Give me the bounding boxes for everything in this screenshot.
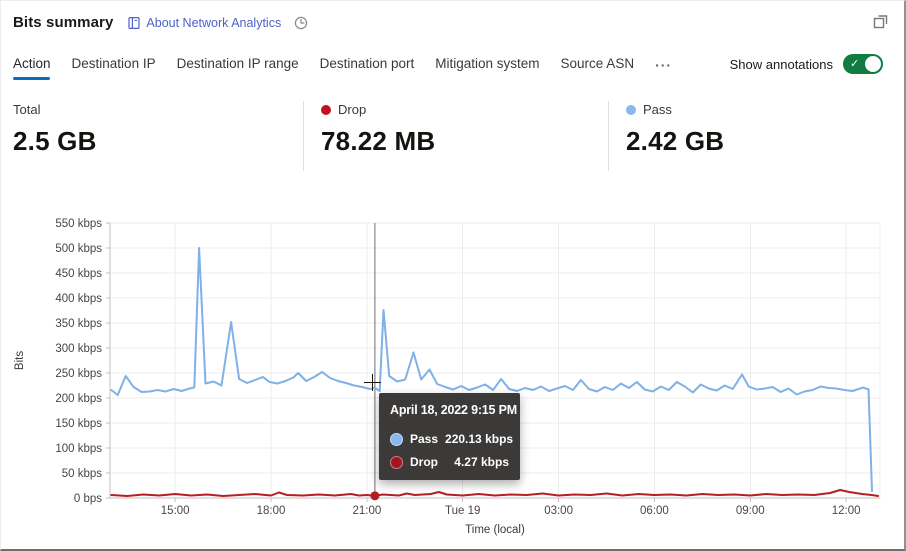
card-drop-label-row: Drop <box>321 102 435 117</box>
toggle-knob <box>865 56 881 72</box>
show-annotations-label: Show annotations <box>729 56 833 72</box>
y-tick-label: 200 kbps <box>55 393 102 405</box>
show-annotations-toggle[interactable]: ✓ <box>843 54 883 74</box>
card-pass: Pass 2.42 GB <box>626 102 724 157</box>
x-tick-label: Tue 19 <box>445 505 480 517</box>
card-pass-value: 2.42 GB <box>626 126 725 156</box>
tooltip-row-pass: Pass 220.13 kbps <box>390 432 513 446</box>
book-icon <box>128 16 141 29</box>
tooltip-pass-value: 220.13 kbps <box>445 432 514 446</box>
card-pass-label-row: Pass <box>626 102 724 117</box>
tab-action[interactable]: Action <box>13 56 51 81</box>
drop-highlight-marker <box>370 491 380 501</box>
restore-icon <box>873 15 888 29</box>
y-axis-title: Bits <box>14 351 26 370</box>
tooltip-pass-label: Pass <box>410 432 439 446</box>
x-tick-label: 03:00 <box>544 505 573 517</box>
tab-destination-ip-range[interactable]: Destination IP range <box>176 56 299 71</box>
y-tick-label: 500 kbps <box>55 243 102 255</box>
tooltip-drop-value: 4.27 kbps <box>454 455 509 469</box>
y-tick-label: 450 kbps <box>55 268 102 280</box>
pass-series-dot <box>390 432 403 446</box>
x-tick-label: 15:00 <box>161 505 190 517</box>
x-axis-title: Time (local) <box>465 524 525 536</box>
clock-icon <box>295 16 308 29</box>
y-tick-label: 250 kbps <box>55 368 102 380</box>
about-network-analytics-link[interactable]: About Network Analytics <box>127 16 281 30</box>
time-range-button[interactable] <box>293 15 309 31</box>
chart-tooltip: April 18, 2022 9:15 PM Pass 220.13 kbps … <box>379 393 520 480</box>
tab-destination-port[interactable]: Destination port <box>319 56 415 71</box>
card-drop-value: 78.22 MB <box>321 126 436 156</box>
card-pass-label: Pass <box>643 102 672 117</box>
card-total-label-row: Total <box>13 102 97 117</box>
series-line-drop <box>110 489 880 497</box>
y-tick-label: 550 kbps <box>55 218 102 230</box>
drop-legend-dot <box>321 104 331 115</box>
series-line-pass <box>110 247 873 492</box>
tooltip-row-drop: Drop 4.27 kbps <box>390 455 509 469</box>
y-tick-label: 350 kbps <box>55 318 102 330</box>
drop-series-dot <box>390 455 403 469</box>
card-total-value: 2.5 GB <box>13 126 97 156</box>
y-tick-label: 0 bps <box>74 493 102 505</box>
pivot-tabs: Action Destination IP Destination IP ran… <box>13 56 672 81</box>
y-tick-label: 300 kbps <box>55 343 102 355</box>
x-tick-label: 12:00 <box>832 505 861 517</box>
about-link-label: About Network Analytics <box>146 15 282 30</box>
y-tick-label: 50 kbps <box>62 468 103 480</box>
tab-destination-ip[interactable]: Destination IP <box>71 56 156 71</box>
x-tick-label: 18:00 <box>257 505 286 517</box>
tooltip-drop-label: Drop <box>410 455 438 469</box>
tab-mitigation-system[interactable]: Mitigation system <box>435 56 540 71</box>
y-tick-label: 150 kbps <box>55 418 102 430</box>
card-drop: Drop 78.22 MB <box>321 102 435 157</box>
card-drop-label: Drop <box>338 102 367 117</box>
card-total: Total 2.5 GB <box>13 102 97 157</box>
x-tick-label: 09:00 <box>736 505 765 517</box>
header: Bits summary About Network Analytics <box>13 14 309 31</box>
card-divider <box>608 101 609 171</box>
card-divider <box>303 101 304 171</box>
tooltip-timestamp: April 18, 2022 9:15 PM <box>390 403 517 417</box>
y-tick-label: 100 kbps <box>55 443 102 455</box>
card-total-label: Total <box>13 102 41 117</box>
x-tick-label: 21:00 <box>352 505 381 517</box>
pass-legend-dot <box>626 104 636 115</box>
tooltip-rows: Pass 220.13 kbps Drop 4.27 kbps <box>390 432 513 469</box>
tab-source-asn[interactable]: Source ASN <box>560 56 635 71</box>
page-title: Bits summary <box>13 14 114 31</box>
y-tick-label: 400 kbps <box>55 293 102 305</box>
show-annotations-control: Show annotations ✓ <box>730 54 883 74</box>
x-tick-label: 06:00 <box>640 505 669 517</box>
check-icon: ✓ <box>850 57 860 70</box>
more-tabs-icon[interactable]: ··· <box>655 57 673 73</box>
popout-button[interactable] <box>873 13 889 34</box>
